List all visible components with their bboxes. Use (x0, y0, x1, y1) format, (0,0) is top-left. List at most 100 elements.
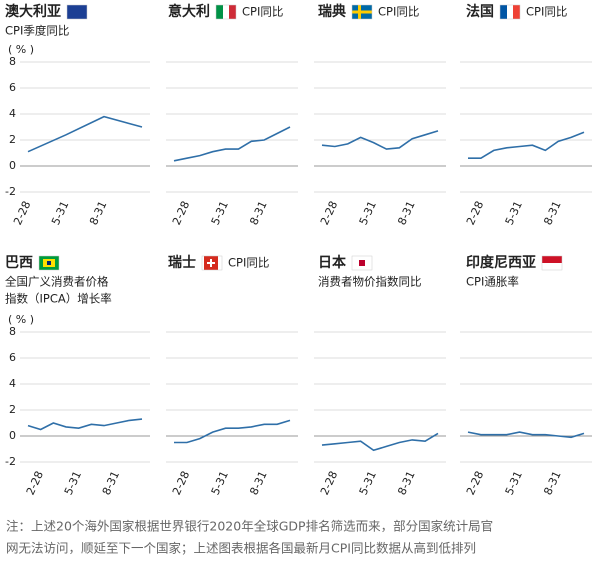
y-tick-label: 0 (9, 429, 16, 442)
flag-part (67, 5, 87, 19)
flag-part (207, 262, 215, 264)
flag-part (500, 5, 507, 19)
flag-border (499, 4, 521, 20)
flag-part (47, 261, 51, 265)
flag-border (351, 255, 373, 271)
panel-subtitle: 全国广义消费者价格 (5, 275, 109, 289)
y-tick-label: 0 (9, 159, 16, 172)
x-tick-label: 5-31 (503, 199, 525, 227)
panel-subtitle: CPI同比 (228, 256, 269, 270)
flag-border (38, 255, 60, 271)
panel-title: 法国 (466, 3, 494, 20)
flag-border (215, 4, 237, 20)
flag-part (216, 5, 223, 19)
flag (215, 4, 237, 20)
x-tick-label: 5-31 (209, 469, 231, 497)
x-tick-label: 5-31 (62, 469, 84, 497)
flag-part (229, 5, 236, 19)
y-tick-label: -2 (5, 185, 16, 198)
x-tick-label: 8-31 (541, 469, 563, 497)
panel-title: 印度尼西亚 (466, 254, 536, 271)
line-series (27, 418, 143, 431)
note: 注：上述20个海外国家根据世界银行2020年全球GDP排名筛选而来，部分国家统计… (6, 519, 493, 534)
panel-subtitle: 指数（IPCA）增长率 (5, 292, 112, 306)
flag (38, 255, 60, 271)
x-tick-label: 5-31 (357, 469, 379, 497)
panel-subtitle: CPI通胀率 (466, 275, 519, 289)
x-tick-label: 8-31 (541, 199, 563, 227)
y-tick-label: 4 (9, 107, 16, 120)
y-tick-label: 2 (9, 403, 16, 416)
x-tick-label: 5-31 (49, 199, 71, 227)
x-tick-label: 8-31 (247, 469, 269, 497)
line-series (321, 432, 439, 452)
x-tick-label: 2-28 (318, 469, 340, 497)
x-tick-label: 8-31 (395, 469, 417, 497)
flag-border (541, 255, 563, 271)
panel-title: 意大利 (168, 3, 210, 20)
x-tick-label: 8-31 (395, 199, 417, 227)
flag (351, 4, 373, 20)
line-series (27, 115, 143, 153)
flag-part (542, 263, 562, 270)
flag-border (66, 4, 88, 20)
x-tick-label: 2-28 (318, 199, 340, 227)
line-series (468, 131, 585, 159)
panel-title: 澳大利亚 (5, 3, 61, 20)
y-unit: ( % ) (8, 43, 34, 56)
line-series (467, 431, 585, 439)
flag (201, 255, 223, 271)
x-tick-label: 8-31 (247, 199, 269, 227)
x-tick-label: 2-28 (464, 469, 486, 497)
y-tick-label: 8 (9, 325, 16, 338)
flag (499, 4, 521, 20)
panel-subtitle: CPI同比 (526, 5, 567, 19)
panel: 印度尼西亚 CPI通胀率 (460, 254, 592, 463)
panel-subtitle: CPI同比 (242, 5, 283, 19)
line-series (321, 130, 439, 150)
flag-border (351, 4, 373, 20)
flag (351, 255, 373, 271)
y-tick-label: 2 (9, 133, 16, 146)
flag-part (359, 260, 365, 266)
panel: 法国 CPI同比 (460, 3, 592, 193)
y-unit: ( % ) (8, 313, 34, 326)
panel: 瑞典 CPI同比 (314, 3, 446, 193)
y-tick-label: 4 (9, 377, 16, 390)
y-tick-label: 6 (9, 81, 16, 94)
panel: 澳大利亚 CPI季度同比 ( % ) -2 0 2 4 6 8 (5, 3, 150, 198)
line-series (173, 126, 291, 162)
flag-part (507, 5, 513, 19)
y-tick-label: 6 (9, 351, 16, 364)
panel-title: 巴西 (5, 255, 33, 271)
panel-subtitle: 消费者物价指数同比 (318, 275, 422, 289)
panel: 意大利 CPI同比 (166, 3, 298, 193)
panel-subtitle: CPI季度同比 (5, 24, 69, 38)
x-tick-label: 5-31 (503, 469, 525, 497)
y-tick-label: 8 (9, 55, 16, 68)
panel-title: 日本 (318, 254, 347, 271)
flag-part (223, 5, 229, 19)
flag (66, 4, 88, 20)
x-tick-label: 8-31 (100, 469, 122, 497)
flag-border (201, 255, 223, 271)
flag (541, 255, 563, 271)
panel-title: 瑞典 (318, 3, 346, 20)
panel-title: 瑞士 (168, 254, 196, 271)
flag-part (542, 256, 562, 263)
panel: 瑞士 CPI同比 (166, 254, 298, 463)
x-tick-label: 2-28 (170, 469, 192, 497)
y-tick-label: -2 (5, 455, 16, 468)
x-tick-label: 2-28 (24, 469, 46, 497)
x-tick-label: 8-31 (87, 199, 109, 227)
x-tick-label: 2-28 (11, 199, 33, 227)
x-tick-label: 2-28 (170, 199, 192, 227)
x-tick-label: 2-28 (464, 199, 486, 227)
x-tick-label: 5-31 (209, 199, 231, 227)
panel-subtitle: CPI同比 (378, 5, 419, 19)
flag-part (352, 10, 372, 14)
x-tick-label: 5-31 (357, 199, 379, 227)
